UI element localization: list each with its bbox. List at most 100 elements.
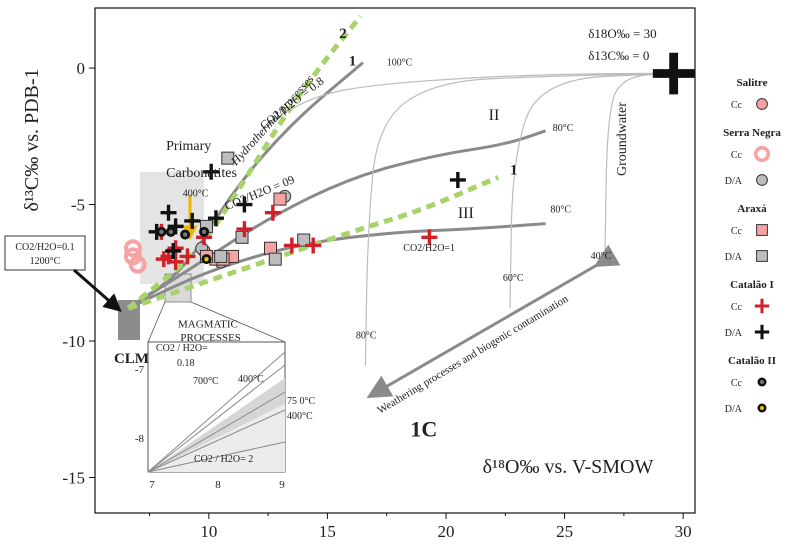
point-7-3-inner: [182, 232, 188, 237]
inset-xtick-1: 8: [215, 479, 221, 491]
legend-marker-3-0: [754, 298, 770, 314]
annotation-25: δ13C‰ = 0: [588, 48, 649, 63]
point-4-0: [221, 151, 235, 165]
legend-marker-4-0-inner: [760, 380, 764, 384]
legend-label-4-1: D/A: [725, 404, 743, 415]
legend-group-4: Catalão II: [728, 355, 776, 367]
legend-marker-1-0-outer: [753, 145, 771, 163]
annotation-20: 2: [339, 26, 347, 42]
annotation-21: II: [489, 107, 500, 124]
point-4-2: [235, 230, 249, 244]
point-8-0-inner: [204, 256, 209, 262]
legend-group-0: Salitre: [737, 77, 768, 89]
point-7-3: [180, 229, 191, 240]
x-tick-label-2: 20: [437, 522, 454, 541]
point-5-5: [236, 221, 253, 238]
legend-marker-4-1-inner: [760, 406, 764, 410]
legend-group-3: Catalão I: [730, 279, 774, 291]
inset-annot-3: 400°C: [238, 374, 264, 385]
legend-marker-2-1: [756, 250, 768, 262]
legend-label-2-1: D/A: [725, 252, 743, 263]
co2-label-temp: 1200°C: [30, 256, 61, 267]
point-5-8: [305, 237, 322, 254]
annotation-0: Primary: [166, 139, 211, 154]
annotation-18: 1C: [410, 417, 437, 442]
point-7-1: [165, 226, 176, 237]
legend-label-1-1: D/A: [725, 176, 743, 187]
curve-3: [126, 14, 363, 311]
annotation-3: PROCESSES: [180, 332, 241, 344]
y-tick-label-1: -5: [71, 196, 85, 215]
y-tick-label-0: 0: [77, 59, 86, 78]
y-tick-label-3: -15: [62, 469, 85, 488]
co2-label-box: [4, 235, 86, 271]
legend-marker-4-0: [757, 377, 767, 387]
legend-group-1: Serra Negra: [723, 127, 781, 139]
point-5-11: [155, 251, 172, 268]
co2-label: CO2/H2O=0.1: [15, 242, 74, 253]
point-3-3: [263, 241, 277, 255]
annotation-19: 1: [349, 53, 357, 69]
point-6-5: [207, 210, 224, 227]
curves: [126, 14, 674, 366]
legend: Salitre Cc Serra Negra Cc D/A Araxá Cc D/A Catal…: [723, 77, 781, 415]
point-1-2-outer: [123, 247, 142, 266]
annotation-17: 400°C: [183, 188, 209, 199]
curve-1: [127, 129, 547, 310]
legend-label-4-0: Cc: [731, 378, 743, 389]
inset-xtick-2: 9: [279, 479, 285, 491]
inset-ytick-0: -7: [135, 364, 145, 376]
point-4-3: [297, 233, 311, 247]
point-1-0-outer: [123, 239, 142, 258]
legend-label-3-0: Cc: [731, 302, 743, 313]
annotation-9: Weathering processes and biogenic contam…: [375, 293, 570, 417]
annotation-11: 100°C: [387, 57, 413, 68]
point-4-4: [268, 252, 282, 266]
point-6-7: [449, 171, 466, 188]
inset-ytick-1: -8: [135, 433, 145, 445]
inset-annot-4: 75 0°C: [287, 396, 315, 407]
x-tick-label-4: 30: [675, 522, 692, 541]
point-7-0-inner: [159, 229, 164, 235]
annotation-23: 1: [510, 163, 518, 179]
legend-label-2-0: Cc: [731, 226, 743, 237]
annotation-22: III: [458, 205, 474, 222]
curve-8: [604, 72, 674, 265]
x-tick-label-1: 15: [319, 522, 336, 541]
inset-annot-6: CO2 / H2O= 2: [194, 454, 253, 465]
point-4-5: [214, 249, 228, 263]
curve-7: [509, 72, 674, 309]
point-5-2: [167, 240, 184, 257]
inset-annot-5: 400°C: [287, 411, 313, 422]
x-tick-label-0: 10: [200, 522, 217, 541]
annotation-4: CLM: [114, 351, 149, 367]
point-7-2-inner: [201, 229, 207, 235]
point-8-0: [201, 254, 212, 265]
point-7-0: [156, 226, 167, 237]
inset-annot-1: 0.18: [177, 358, 195, 369]
legend-label-0-0: Cc: [731, 100, 743, 111]
curve-5: [267, 72, 674, 124]
legend-marker-0-0: [756, 98, 768, 110]
point-5-7: [283, 237, 300, 254]
point-6-9: [165, 242, 182, 259]
legend-marker-4-1: [757, 403, 767, 413]
annotation-8: CO2/H2O=1: [403, 243, 455, 254]
point-7-1-inner: [168, 229, 174, 235]
y-tick-label-2: -10: [62, 332, 85, 351]
annotation-13: 80°C: [550, 205, 571, 216]
clm-box: [118, 300, 140, 340]
x-axis-label: δ¹⁸O‰ vs. V-SMOW: [483, 456, 654, 478]
plot-frame: [94, 7, 696, 514]
annotation-15: 60°C: [503, 273, 524, 284]
point-6-0: [203, 163, 220, 180]
point-5-4: [179, 248, 196, 265]
legend-marker-1-1: [756, 174, 768, 186]
weathering-arrow: [366, 244, 621, 398]
point-6-4: [184, 212, 201, 229]
annotation-24: δ18O‰ = 30: [588, 26, 656, 41]
point-6-2: [160, 204, 177, 221]
legend-group-2: Araxá: [737, 203, 767, 215]
